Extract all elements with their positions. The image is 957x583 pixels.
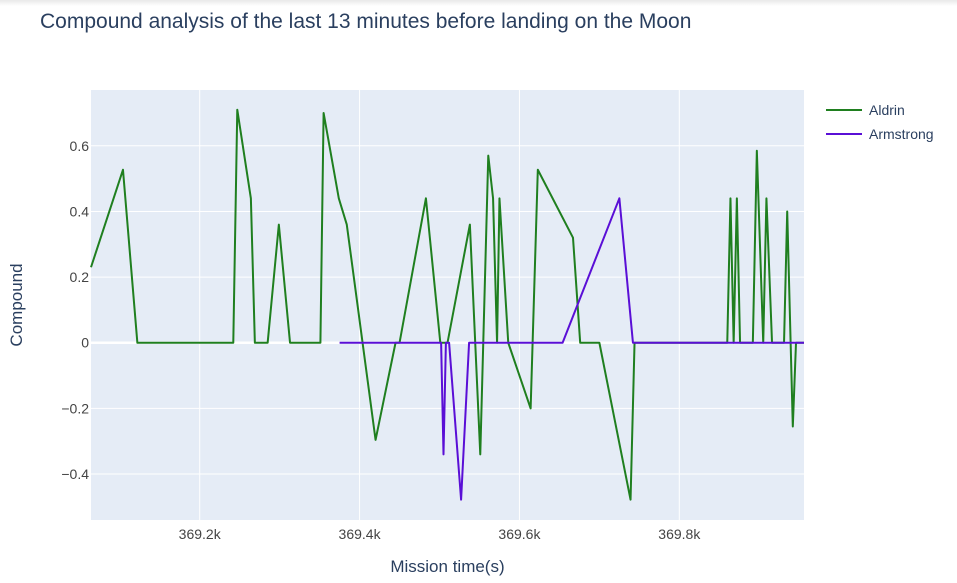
x-tick-label: 369.6k — [498, 526, 541, 542]
legend-item-aldrin[interactable]: Aldrin — [826, 102, 905, 118]
y-axis-ticks: −0.4 −0.2 0 0.2 0.4 0.6 — [61, 138, 89, 482]
top-shadow — [0, 0, 957, 6]
legend[interactable]: Aldrin Armstrong — [826, 102, 934, 142]
series-layer — [90, 108, 804, 501]
x-tick-label: 369.8k — [658, 526, 701, 542]
x-axis-title: Mission time(s) — [390, 557, 504, 576]
x-axis-ticks: 369.2k 369.4k 369.6k 369.8k — [179, 526, 702, 542]
series-line-armstrong[interactable] — [339, 197, 804, 501]
legend-label: Armstrong — [869, 126, 934, 142]
y-tick-label: −0.2 — [61, 400, 89, 416]
plot-area — [91, 90, 804, 520]
y-tick-label: 0.2 — [70, 269, 90, 285]
y-tick-label: 0 — [81, 335, 89, 351]
legend-label: Aldrin — [869, 102, 905, 118]
y-tick-label: 0.6 — [70, 138, 90, 154]
x-tick-label: 369.2k — [179, 526, 222, 542]
x-tick-label: 369.4k — [339, 526, 382, 542]
y-tick-label: 0.4 — [70, 203, 90, 219]
gridlines — [91, 90, 804, 520]
legend-item-armstrong[interactable]: Armstrong — [826, 126, 934, 142]
chart-title: Compound analysis of the last 13 minutes… — [40, 10, 691, 33]
y-tick-label: −0.4 — [61, 466, 89, 482]
y-axis-title: Compound — [7, 263, 26, 346]
